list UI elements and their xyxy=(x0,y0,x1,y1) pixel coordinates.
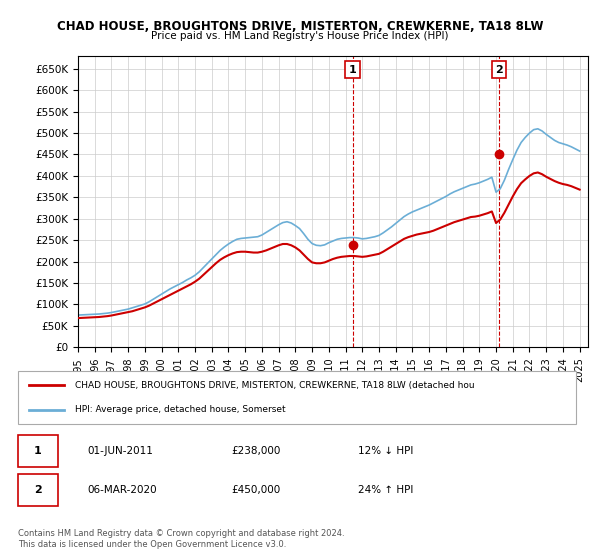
Text: Price paid vs. HM Land Registry's House Price Index (HPI): Price paid vs. HM Land Registry's House … xyxy=(151,31,449,41)
Text: 06-MAR-2020: 06-MAR-2020 xyxy=(87,485,157,495)
Text: 1: 1 xyxy=(349,65,356,74)
Text: 01-JUN-2011: 01-JUN-2011 xyxy=(87,446,153,456)
Text: £238,000: £238,000 xyxy=(231,446,280,456)
Text: Contains HM Land Registry data © Crown copyright and database right 2024.
This d: Contains HM Land Registry data © Crown c… xyxy=(18,529,344,549)
Text: 2: 2 xyxy=(495,65,503,74)
FancyBboxPatch shape xyxy=(18,371,577,424)
Text: 24% ↑ HPI: 24% ↑ HPI xyxy=(358,485,413,495)
Text: 2: 2 xyxy=(34,485,42,495)
FancyBboxPatch shape xyxy=(18,435,58,467)
Text: CHAD HOUSE, BROUGHTONS DRIVE, MISTERTON, CREWKERNE, TA18 8LW: CHAD HOUSE, BROUGHTONS DRIVE, MISTERTON,… xyxy=(57,20,543,32)
Text: 12% ↓ HPI: 12% ↓ HPI xyxy=(358,446,413,456)
FancyBboxPatch shape xyxy=(18,474,58,506)
Text: 1: 1 xyxy=(34,446,42,456)
Text: £450,000: £450,000 xyxy=(231,485,280,495)
Text: CHAD HOUSE, BROUGHTONS DRIVE, MISTERTON, CREWKERNE, TA18 8LW (detached hou: CHAD HOUSE, BROUGHTONS DRIVE, MISTERTON,… xyxy=(76,381,475,390)
Text: HPI: Average price, detached house, Somerset: HPI: Average price, detached house, Some… xyxy=(76,405,286,414)
